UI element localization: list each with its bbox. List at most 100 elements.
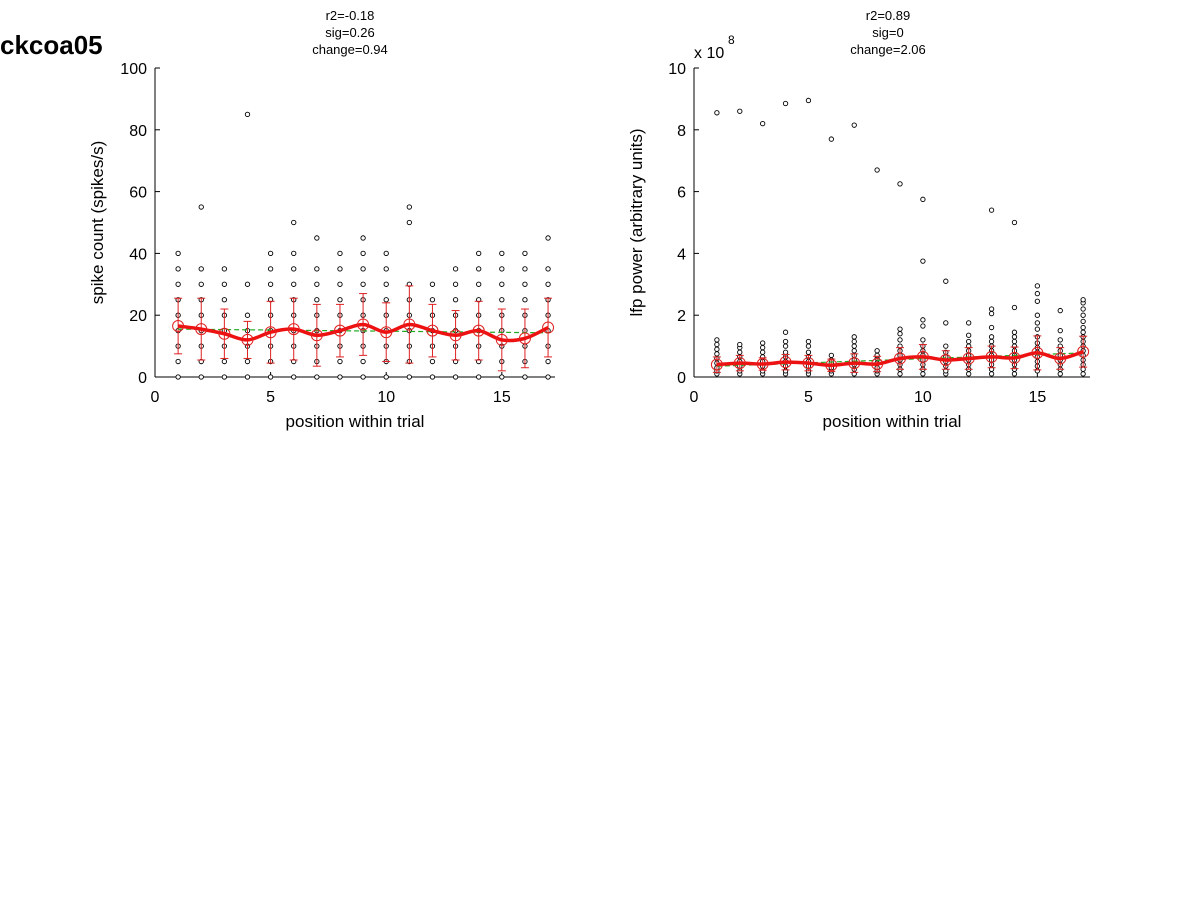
data-point [267,266,274,272]
data-point [221,358,228,365]
data-point [828,136,834,142]
data-point [499,281,505,287]
y-tick-label: 80 [129,123,147,140]
data-point [337,374,343,380]
y-tick-label: 6 [677,185,686,202]
x-axis-label: position within trial [823,412,962,431]
data-point [499,297,505,303]
data-point [943,278,949,284]
y-tick-label: 60 [129,185,147,202]
mean-marker [380,326,393,339]
data-point [337,266,343,272]
data-point [221,297,228,303]
data-point [244,312,251,318]
data-point [782,343,789,349]
data-point [760,340,766,346]
data-point [406,374,412,380]
data-point [714,110,720,116]
stat-line: r2=0.89 [866,8,910,23]
data-point [988,324,995,331]
x-tick-label: 15 [493,389,511,406]
y-tick-label: 2 [677,308,686,325]
data-point [1011,304,1018,311]
data-point [314,374,320,380]
mean-marker [1077,345,1090,358]
x-tick-label: 0 [690,389,699,406]
data-point [522,297,528,303]
data-point [737,349,743,355]
data-point [406,219,412,226]
data-point [198,374,204,380]
data-point [1057,327,1063,334]
y-tick-label: 4 [677,246,686,263]
data-point [943,343,949,349]
data-point [920,317,926,323]
data-point [897,371,903,377]
data-point [851,348,857,354]
data-point [383,266,389,272]
y-tick-label: 0 [138,370,147,387]
data-point [429,374,436,380]
data-point [1034,298,1041,304]
data-point [314,235,320,241]
data-point [851,122,857,128]
data-point [244,358,251,365]
mean-marker [218,327,231,340]
data-point [1011,371,1018,377]
x-tick-label: 10 [914,389,932,406]
data-point [1080,318,1086,325]
mean-marker [1008,351,1021,364]
data-point [737,108,743,114]
data-point [476,281,482,287]
mean-marker [287,323,300,336]
data-point [429,358,436,365]
data-point [1080,329,1086,335]
data-point [897,337,903,343]
data-point [175,358,181,365]
data-point [360,266,366,272]
data-point [476,374,482,380]
data-point [452,266,459,272]
data-point [522,374,528,380]
y-tick-label: 8 [677,123,686,140]
mean-marker [518,332,531,345]
data-point [805,97,812,104]
data-point [988,338,995,345]
data-point [476,266,482,272]
mean-marker [733,357,746,370]
y-tick-label: 0 [677,370,686,387]
data-point [198,266,204,272]
mean-marker [449,329,462,342]
data-point [1080,297,1086,303]
x-tick-label: 10 [377,389,395,406]
exponent-power: 8 [728,33,735,47]
data-point [988,311,995,317]
data-point [452,374,459,380]
data-point [1034,312,1041,318]
data-point [221,374,228,380]
data-point [988,306,995,312]
data-point [429,281,436,287]
data-point [522,266,528,272]
data-point [988,371,995,377]
mean-line [177,322,549,343]
data-point [966,338,972,345]
data-point [244,111,251,118]
mean-marker [264,326,277,339]
data-point [714,351,720,357]
data-point [897,331,903,337]
data-point [314,266,320,272]
mean-marker [710,358,723,371]
x-tick-label: 0 [151,389,160,406]
data-point [360,374,366,380]
data-point [267,250,274,257]
data-point [988,334,995,340]
data-point [966,320,972,326]
data-point [175,250,181,257]
data-point [198,281,204,287]
data-point [1011,334,1018,340]
spike-count-chart: r2=-0.18 sig=0.26 change=0.94 0 5 10 15 0 20 40 60… [88,8,555,431]
data-point [337,358,343,365]
stat-line: change=0.94 [312,42,388,57]
data-point [1034,326,1041,332]
